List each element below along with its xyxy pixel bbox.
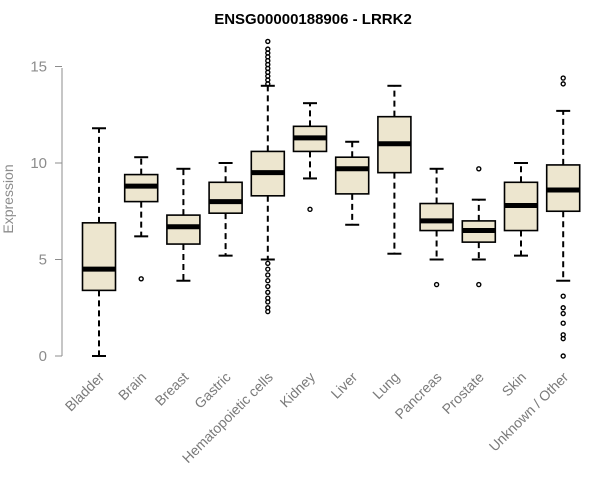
x-tick-label: Pancreas: [392, 369, 445, 422]
outlier-point: [560, 320, 566, 326]
x-tick-label: Lung: [369, 369, 402, 402]
box-group: [292, 102, 328, 213]
y-tick-label: 15: [30, 59, 47, 76]
y-tick-label: 10: [30, 155, 47, 172]
boxes-layer: [81, 38, 581, 359]
box-group: [166, 167, 201, 282]
outlier-point: [138, 276, 144, 282]
outlier-point: [476, 281, 482, 288]
box-group: [419, 167, 454, 288]
outlier-point: [560, 310, 566, 317]
outlier-point: [265, 289, 271, 296]
outlier-point: [265, 278, 271, 284]
outlier-point: [433, 281, 440, 288]
outlier-point: [560, 81, 566, 87]
box-group: [250, 38, 286, 315]
box-group: [377, 84, 412, 255]
box-iqr: [419, 202, 454, 232]
x-tick-label: Liver: [328, 369, 361, 402]
box-group: [123, 156, 159, 282]
outlier-point: [307, 206, 313, 213]
outlier-point: [265, 38, 271, 45]
x-tick-label: Skin: [499, 369, 530, 400]
outlier-point: [265, 266, 271, 272]
outlier-point: [265, 260, 271, 267]
box-group: [334, 140, 370, 226]
x-tick-label: Bladder: [62, 369, 108, 415]
box-group: [461, 166, 497, 288]
outlier-point: [265, 283, 271, 290]
outlier-point: [560, 335, 566, 342]
outlier-point: [265, 299, 271, 305]
box-iqr: [81, 222, 117, 292]
box-group: [503, 162, 539, 257]
y-tick-label: 5: [39, 252, 47, 269]
x-tick-label: Breast: [152, 369, 192, 409]
outlier-point: [265, 272, 271, 278]
box-iqr: [166, 214, 201, 245]
outlier-point: [560, 353, 566, 359]
x-tick-label: Brain: [115, 369, 149, 403]
outlier-point: [265, 46, 271, 52]
outlier-point: [560, 293, 566, 299]
y-axis-ticks: 0 5 10 15: [30, 59, 62, 365]
y-axis-label: Expression: [0, 164, 16, 233]
outlier-point: [265, 308, 271, 315]
box-group: [81, 127, 117, 357]
outlier-point: [560, 75, 566, 81]
chart-title: ENSG00000188906 - LRRK2: [214, 11, 412, 28]
y-tick-label: 0: [39, 348, 47, 365]
outlier-point: [476, 166, 482, 172]
x-tick-label: Prostate: [439, 369, 487, 417]
box-group: [208, 162, 243, 257]
box-iqr: [208, 181, 243, 214]
x-tick-label: Unknown / Other: [486, 369, 572, 455]
x-tick-label: Kidney: [277, 369, 319, 411]
box-iqr: [334, 156, 370, 195]
box-group: [545, 75, 581, 359]
outlier-point: [560, 305, 566, 311]
